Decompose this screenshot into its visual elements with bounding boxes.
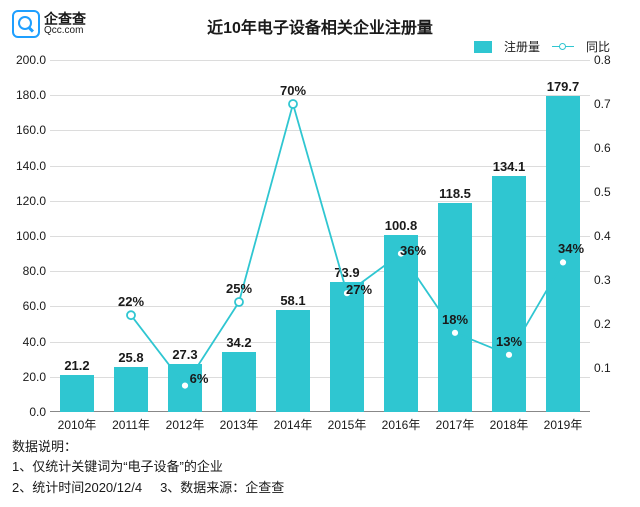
- line-value-label: 27%: [346, 282, 372, 297]
- line-series: [50, 60, 590, 412]
- y-right-tick: 0.2: [594, 317, 611, 331]
- y-right-tick: 0.5: [594, 185, 611, 199]
- y-right-tick: 0.4: [594, 229, 611, 243]
- y-left-tick: 0.0: [29, 405, 46, 419]
- legend-bar-label: 注册量: [504, 38, 540, 55]
- line-value-label: 22%: [118, 294, 144, 309]
- y-left-tick: 140.0: [16, 159, 46, 173]
- line-value-label: 13%: [496, 334, 522, 349]
- line-value-label: 70%: [280, 83, 306, 98]
- y-left-tick: 60.0: [23, 299, 46, 313]
- chart-container: 企查查 Qcc.com 近10年电子设备相关企业注册量 注册量 同比 0.020…: [0, 0, 640, 507]
- chart-area: 0.0 20.0 40.0 60.0 80.0 100.0 120.0 140.0 160.0 1…: [12, 56, 628, 436]
- line-value-label: 18%: [442, 312, 468, 327]
- x-tick: 2013年: [220, 416, 259, 433]
- x-tick: 2014年: [274, 416, 313, 433]
- plot-area: 0.020.040.060.080.0100.0120.0140.0160.01…: [50, 60, 590, 412]
- legend: 注册量 同比: [474, 38, 610, 55]
- legend-bar-swatch: [474, 41, 492, 53]
- notes-item-3: 3、数据来源：企查查: [160, 478, 284, 499]
- notes-item-2: 2、统计时间2020/12/4: [12, 478, 142, 499]
- y-right-tick: 0.1: [594, 361, 611, 375]
- y-left-tick: 160.0: [16, 123, 46, 137]
- x-tick: 2012年: [166, 416, 205, 433]
- x-tick: 2016年: [382, 416, 421, 433]
- line-value-label: 34%: [558, 241, 584, 256]
- legend-line-swatch: [552, 42, 574, 52]
- y-left-tick: 180.0: [16, 88, 46, 102]
- chart-title: 近10年电子设备相关企业注册量: [0, 14, 640, 38]
- y-right-tick: 0.7: [594, 97, 611, 111]
- x-tick: 2018年: [490, 416, 529, 433]
- x-tick: 2015年: [328, 416, 367, 433]
- y-left-tick: 100.0: [16, 229, 46, 243]
- y-left-tick: 80.0: [23, 264, 46, 278]
- x-tick: 2011年: [112, 416, 150, 433]
- x-tick: 2019年: [544, 416, 583, 433]
- notes-item-1: 1、仅统计关键词为“电子设备”的企业: [12, 457, 284, 478]
- line-value-label: 36%: [400, 243, 426, 258]
- y-left-tick: 120.0: [16, 194, 46, 208]
- notes-heading: 数据说明：: [12, 437, 284, 458]
- line-value-label: 25%: [226, 281, 252, 296]
- y-right-tick: 0.6: [594, 141, 611, 155]
- x-tick: 2010年: [58, 416, 97, 433]
- x-tick: 2017年: [436, 416, 475, 433]
- y-right-tick: 0.3: [594, 273, 611, 287]
- y-left-tick: 20.0: [23, 370, 46, 384]
- y-left-tick: 40.0: [23, 335, 46, 349]
- line-value-label: 6%: [190, 371, 209, 386]
- y-right-tick: 0.8: [594, 53, 611, 67]
- notes: 数据说明： 1、仅统计关键词为“电子设备”的企业 2、统计时间2020/12/4…: [12, 437, 284, 499]
- y-left-tick: 200.0: [16, 53, 46, 67]
